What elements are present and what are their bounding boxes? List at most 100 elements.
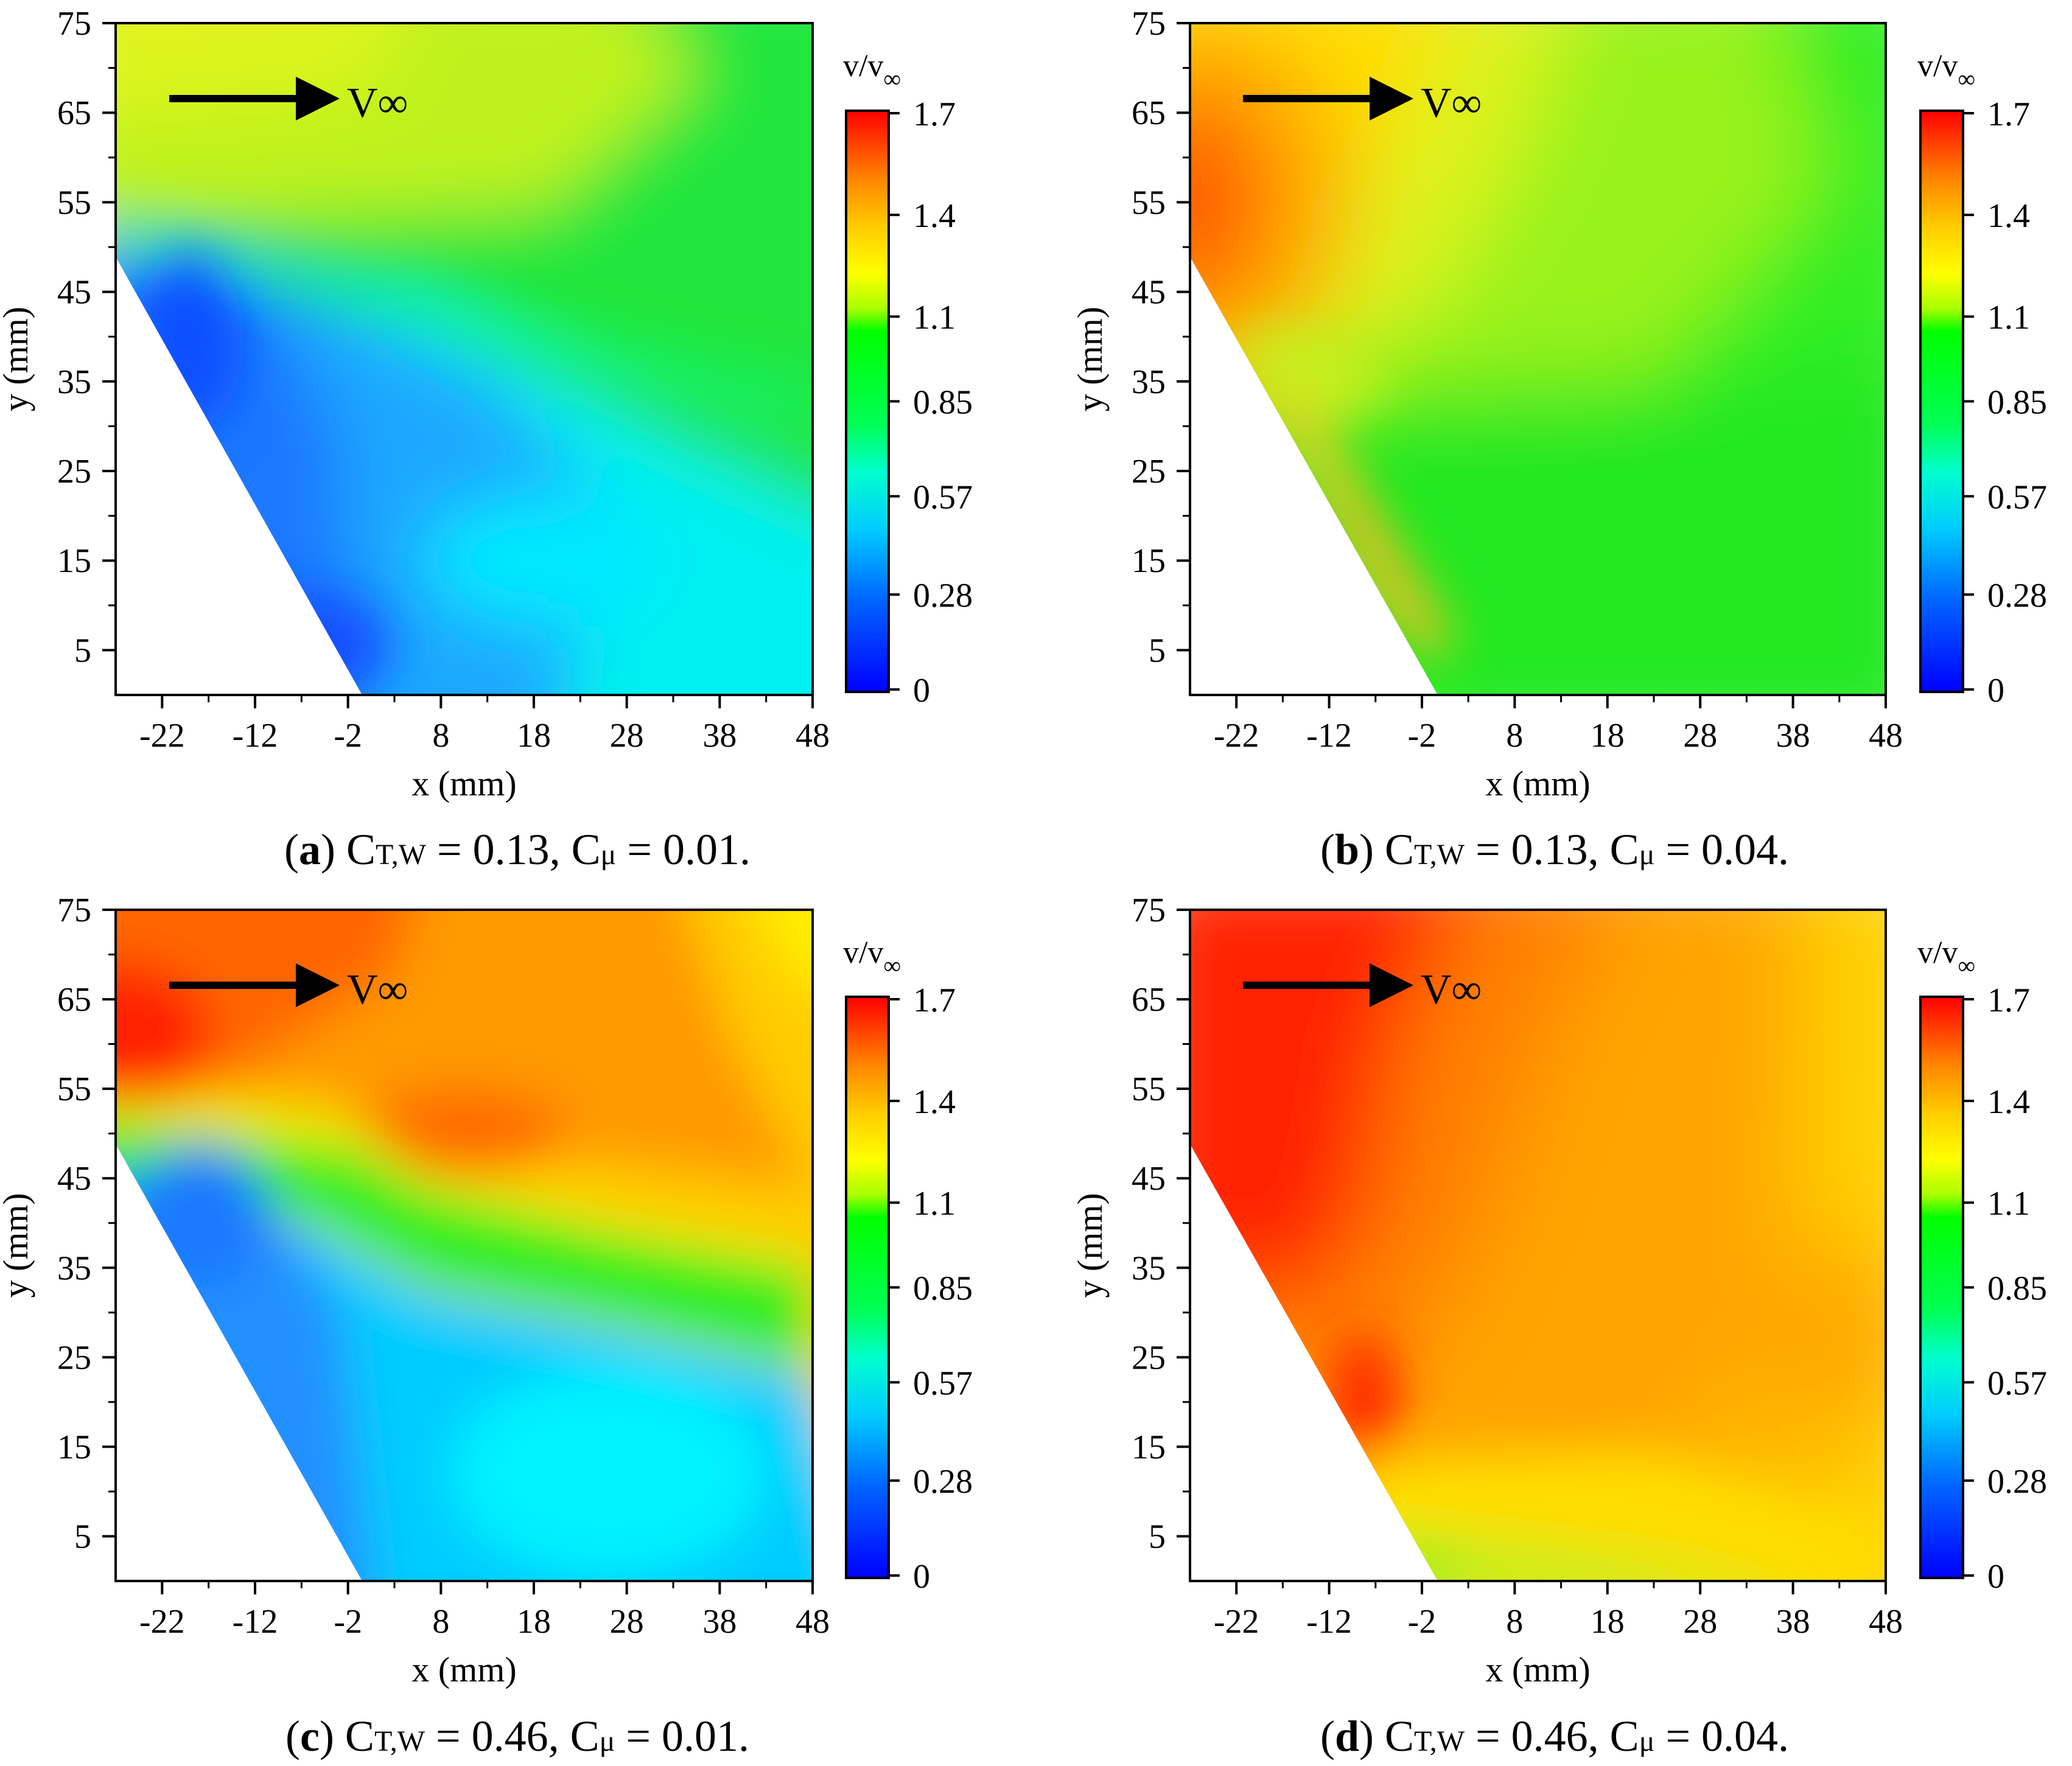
x-tick-label: -12 [1306, 717, 1352, 755]
panel-b: V∞ -22 -12 -2 8 18 28 38 48 5 15 25 35 45 55 65 75 x (mm… [1070, 5, 2047, 803]
colorbar-tick-label: 0.85 [913, 1270, 973, 1308]
x-axis-label: x (mm) [1485, 1650, 1590, 1689]
colorbar-tick-label: 1.7 [913, 982, 956, 1019]
colorbar-a [845, 110, 890, 693]
colorbar-tick-label: 1.7 [1987, 96, 2030, 133]
freestream-label-c: V∞ [347, 966, 408, 1013]
colorbar-tick-label: 0.85 [1987, 1270, 2047, 1308]
x-tick-label: 28 [610, 1603, 644, 1641]
caption-d: (d) CT,W = 0.46, Cμ = 0.04. [1320, 1712, 1790, 1761]
colorbar-tick-label: 0.85 [913, 384, 973, 422]
x-tick-label: 48 [1869, 1603, 1903, 1641]
freestream-label-b: V∞ [1421, 80, 1482, 127]
colorbar-tick-label: 1.7 [913, 96, 956, 133]
x-tick-label: 28 [610, 717, 644, 755]
x-tick-label: -22 [139, 717, 185, 755]
colorbar-tick-label: 0 [1987, 1558, 2004, 1596]
y-tick-label: 55 [57, 184, 91, 222]
x-tick-label: 28 [1683, 717, 1717, 755]
colorbar-tick-label: 1.1 [1987, 299, 2030, 337]
x-tick-label: 8 [432, 1603, 449, 1641]
colorbar-tick-label: 1.1 [1987, 1185, 2030, 1223]
axes-a: -22 -12 -2 8 18 28 38 48 5 15 25 35 45 55 65 75 x (mm) y … [0, 5, 830, 803]
y-tick-label: 65 [1132, 981, 1166, 1019]
y-tick-label: 5 [74, 1518, 91, 1555]
plot-frame-b [1189, 22, 1887, 696]
y-tick-label: 55 [57, 1070, 91, 1108]
x-tick-label: 48 [796, 1603, 830, 1641]
contour-field-c [116, 910, 813, 1581]
caption-c: (c) CT,W = 0.46, Cμ = 0.01. [285, 1712, 749, 1761]
x-tick-label: 8 [432, 717, 449, 755]
x-tick-label: 38 [1776, 717, 1810, 755]
y-tick-label: 35 [1132, 1249, 1166, 1287]
colorbar-ticks-c: 1.7 1.4 1.1 0.85 0.57 0.28 0 [889, 982, 973, 1596]
y-tick-label: 65 [1132, 94, 1166, 132]
x-tick-label: 38 [1776, 1603, 1810, 1641]
x-axis-label: x (mm) [1485, 764, 1590, 803]
x-tick-label: 18 [517, 717, 551, 755]
colorbar-tick-label: 1.4 [1987, 1083, 2030, 1121]
x-tick-label: -22 [1214, 1603, 1259, 1641]
colorbar-tick-label: 1.4 [1987, 197, 2030, 235]
y-tick-label: 25 [1132, 453, 1166, 490]
plot-frame-c [114, 909, 814, 1582]
axes-d: -22 -12 -2 8 18 28 38 48 5 15 25 35 45 55 65 75 x (mm) y … [1070, 892, 1903, 1689]
y-tick-label: 15 [1132, 542, 1166, 580]
x-tick-label: 48 [1869, 717, 1903, 755]
x-tick-label: 18 [1591, 717, 1625, 755]
colorbar-tick-label: 1.1 [913, 1185, 956, 1223]
y-tick-label: 75 [57, 892, 91, 929]
x-tick-label: 48 [796, 717, 830, 755]
contour-field-a [116, 23, 813, 695]
y-tick-label: 15 [1132, 1428, 1166, 1466]
y-tick-label: 25 [57, 453, 91, 490]
colorbar-tick-label: 0.57 [1987, 1364, 2047, 1402]
colorbar-title-c: v/v∞ [843, 935, 901, 979]
x-tick-label: 18 [517, 1603, 551, 1641]
colorbar-tick-label: 1.4 [913, 197, 956, 235]
colorbar-tick-label: 0.57 [913, 478, 973, 516]
panel-a: V∞ -22 -12 -2 8 18 28 38 48 5 15 25 35 45 55 65 75 x (mm… [0, 5, 973, 803]
y-tick-label: 45 [1132, 274, 1166, 312]
x-tick-label: -12 [233, 1603, 278, 1641]
x-tick-label: 18 [1591, 1603, 1625, 1641]
y-tick-label: 35 [1132, 363, 1166, 401]
y-tick-label: 15 [57, 1428, 91, 1466]
colorbar-tick-label: 0.57 [913, 1364, 973, 1402]
colorbar-tick-label: 0 [913, 672, 930, 710]
colorbar-tick-label: 1.7 [1987, 982, 2030, 1019]
colorbar-tick-label: 0.85 [1987, 384, 2047, 422]
panel-c: V∞ -22 -12 -2 8 18 28 38 48 5 15 25 35 45 55 65 75 x (mm… [0, 892, 973, 1689]
y-tick-label: 35 [57, 363, 91, 401]
y-tick-label: 5 [1149, 632, 1166, 669]
freestream-label-d: V∞ [1421, 966, 1482, 1013]
colorbar-tick-label: 0.28 [1987, 1463, 2047, 1501]
colorbar-tick-label: 0.28 [1987, 577, 2047, 615]
y-axis-label: y (mm) [0, 1193, 35, 1297]
y-axis-label: y (mm) [0, 307, 35, 411]
y-tick-label: 55 [1132, 184, 1166, 222]
y-axis-label: y (mm) [1070, 307, 1110, 411]
y-tick-label: 65 [57, 981, 91, 1019]
colorbar-d [1919, 996, 1964, 1579]
x-tick-label: 8 [1506, 1603, 1523, 1641]
x-tick-label: -22 [1214, 717, 1259, 755]
y-tick-label: 15 [57, 542, 91, 580]
y-tick-label: 55 [1132, 1070, 1166, 1108]
colorbar-tick-label: 1.1 [913, 299, 956, 337]
axes-c: -22 -12 -2 8 18 28 38 48 5 15 25 35 45 55 65 75 x (mm) y … [0, 892, 830, 1689]
freestream-label-a: V∞ [347, 80, 408, 127]
colorbar-title-b: v/v∞ [1917, 49, 1975, 92]
x-tick-label: -12 [233, 717, 278, 755]
colorbar-tick-label: 0.28 [913, 1463, 973, 1501]
y-tick-label: 75 [1132, 892, 1166, 929]
colorbar-ticks-b: 1.7 1.4 1.1 0.85 0.57 0.28 0 [1963, 96, 2047, 710]
contour-field-b [1190, 23, 1886, 695]
plot-frame-a [114, 22, 814, 696]
x-tick-label: 8 [1506, 717, 1523, 755]
y-tick-label: 45 [57, 274, 91, 312]
y-tick-label: 75 [57, 5, 91, 43]
y-tick-label: 45 [57, 1160, 91, 1198]
